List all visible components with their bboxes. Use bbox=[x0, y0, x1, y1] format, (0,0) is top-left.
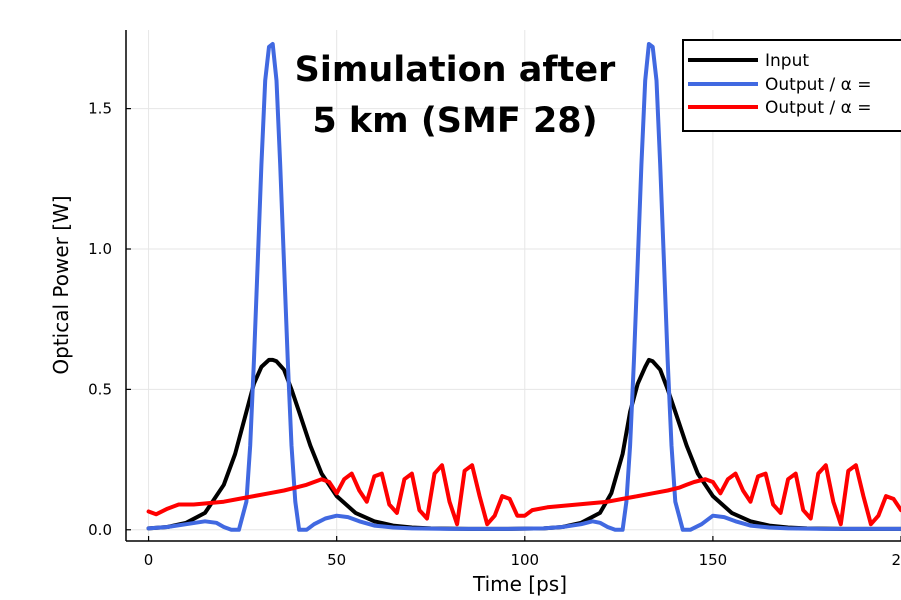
series-layer bbox=[146, 42, 901, 532]
series-line-1 bbox=[146, 42, 901, 532]
y-tick-label-0: 0.0 bbox=[88, 521, 112, 539]
series-line-2 bbox=[146, 463, 901, 527]
chart-title-line-1: Simulation after bbox=[295, 50, 616, 90]
tick-labels: 0 50 100 150 20 0.0 0.5 1.0 1.5 bbox=[88, 100, 901, 569]
x-tick-label-4: 20 bbox=[891, 551, 901, 569]
legend-label-output-red: Output / α = bbox=[765, 98, 871, 118]
legend: Input Output / α = Output / α = bbox=[682, 39, 901, 132]
chart-title-line-2: 5 km (SMF 28) bbox=[312, 101, 597, 141]
x-tick-label-2: 100 bbox=[510, 551, 539, 569]
axes bbox=[125, 30, 901, 542]
legend-label-output-blue: Output / α = bbox=[765, 75, 871, 95]
y-tick-label-3: 1.5 bbox=[88, 100, 112, 118]
y-tick-label-1: 0.5 bbox=[88, 380, 112, 398]
x-tick-label-1: 50 bbox=[327, 551, 346, 569]
y-tick-label-2: 1.0 bbox=[88, 240, 112, 258]
legend-label-input: Input bbox=[765, 51, 809, 71]
x-axis-label: Time [ps] bbox=[472, 572, 567, 596]
y-axis-label: Optical Power [W] bbox=[49, 195, 73, 374]
x-tick-label-3: 150 bbox=[699, 551, 728, 569]
x-tick-label-0: 0 bbox=[144, 551, 154, 569]
